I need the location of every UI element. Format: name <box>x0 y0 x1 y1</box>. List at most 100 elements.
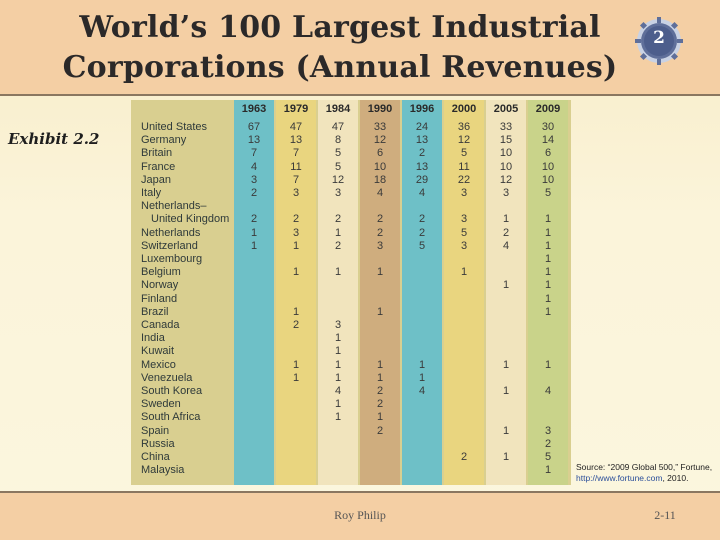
table-cell: 1 <box>544 253 552 265</box>
table-cell: 3 <box>460 239 468 252</box>
table-cell: 10 <box>373 160 387 173</box>
year-column-1984 <box>318 100 358 485</box>
table-cell: 1 <box>334 358 342 371</box>
country-label: Belgium <box>141 266 181 279</box>
source-year: , 2010. <box>662 473 689 483</box>
table-cell: 5 <box>544 451 552 463</box>
table-cell: 13 <box>415 134 429 147</box>
table-cell: 5 <box>334 147 342 160</box>
country-label: India <box>141 332 165 345</box>
year-header: 2009 <box>535 103 561 115</box>
table-cell: 4 <box>418 385 426 397</box>
table-cell: 1 <box>292 266 300 279</box>
table-cell: 3 <box>460 187 468 199</box>
table-cell: 1 <box>250 239 258 252</box>
table-cell: 1 <box>334 398 342 411</box>
source-link[interactable]: http://www.fortune.com <box>576 473 663 483</box>
table-cell: 33 <box>499 121 513 133</box>
footer-page-number: 2-11 <box>654 508 676 522</box>
table-cell: 1 <box>502 385 510 397</box>
country-label: Sweden <box>141 398 181 411</box>
table-cell: 3 <box>376 239 384 252</box>
year-column-2005 <box>486 100 526 485</box>
table-cell: 4 <box>502 239 510 252</box>
table-cell: 7 <box>292 173 300 186</box>
year-header: 2005 <box>493 103 519 115</box>
table-cell: 3 <box>544 424 552 437</box>
table-cell: 1 <box>334 266 342 279</box>
table-cell: 30 <box>541 121 555 133</box>
table-cell: 1 <box>334 226 342 239</box>
footer-bar <box>0 491 720 540</box>
table-cell: 3 <box>250 173 258 186</box>
table-cell: 1 <box>544 464 552 477</box>
country-label: Japan <box>141 173 171 186</box>
table-cell: 5 <box>544 187 552 199</box>
country-label: Canada <box>141 319 180 331</box>
table-cell: 33 <box>373 121 387 133</box>
exhibit-label: Exhibit 2.2 <box>8 130 100 148</box>
country-label: Malaysia <box>141 464 185 477</box>
table-cell: 2 <box>418 147 426 160</box>
table-cell: 1 <box>544 358 552 371</box>
year-header: 1963 <box>241 103 267 115</box>
country-label: Spain <box>141 424 170 437</box>
country-label: Germany <box>141 134 187 147</box>
table-cell: 2 <box>418 226 426 239</box>
table-cell: 3 <box>334 187 342 199</box>
country-label: Norway <box>141 279 179 292</box>
table-cell: 22 <box>457 173 471 186</box>
table-cell: 47 <box>289 121 303 133</box>
table-cell: 3 <box>334 319 342 331</box>
table-cell: 1 <box>418 371 426 384</box>
table-cell: 47 <box>331 121 345 133</box>
table-cell: 11 <box>458 160 470 173</box>
table-cell: 2 <box>460 451 468 463</box>
source-note: Source: “2009 Global 500,” Fortune, http… <box>576 462 712 484</box>
table-cell: 3 <box>292 226 300 239</box>
country-label: Britain <box>141 147 173 160</box>
country-label: Netherlands <box>141 226 201 239</box>
country-label: Switzerland <box>141 239 198 252</box>
table-cell: 2 <box>250 187 258 199</box>
table-cell: 2 <box>376 424 384 437</box>
country-label: Italy <box>141 187 162 199</box>
table-cell: 12 <box>499 173 513 186</box>
country-table: 1963 1979 1984 1990 1996 2000 2005 2009 United S… <box>131 100 571 485</box>
table-cell: 3 <box>502 187 510 199</box>
title-bar <box>0 0 720 96</box>
table-cell: 4 <box>376 187 384 199</box>
year-header: 1984 <box>325 103 351 115</box>
year-header: 1979 <box>283 103 309 115</box>
table-cell: 1 <box>376 305 384 318</box>
table-cell: 2 <box>292 319 300 331</box>
table-cell: 2 <box>544 437 552 450</box>
table-cell: 2 <box>250 213 258 226</box>
country-label: China <box>141 451 170 463</box>
year-column-2000 <box>444 100 484 485</box>
country-label: France <box>141 160 176 173</box>
table-cell: 1 <box>544 266 552 279</box>
table-cell: 1 <box>502 358 510 371</box>
table-cell: 4 <box>418 187 426 199</box>
chapter-gear-icon <box>635 17 683 65</box>
table-cell: 10 <box>499 160 513 173</box>
table-cell: 1 <box>544 213 552 226</box>
country-label: South Korea <box>141 385 203 397</box>
table-cell: 1 <box>334 371 342 384</box>
table-cell: 29 <box>415 173 429 186</box>
table-cell: 1 <box>502 424 510 437</box>
table-cell: 2 <box>292 213 300 226</box>
table-cell: 12 <box>373 134 387 147</box>
table-cell: 2 <box>376 385 384 397</box>
table-cell: 1 <box>250 226 258 239</box>
year-column-1990 <box>360 100 400 485</box>
table-cell: 5 <box>418 239 426 252</box>
table-cell: 1 <box>334 411 342 424</box>
table-cell: 12 <box>457 134 471 147</box>
country-label: Russia <box>141 437 175 450</box>
year-column-2009 <box>528 100 568 485</box>
table-cell: 36 <box>457 121 471 133</box>
table-cell: 5 <box>460 147 468 160</box>
table-cell: 1 <box>292 239 300 252</box>
